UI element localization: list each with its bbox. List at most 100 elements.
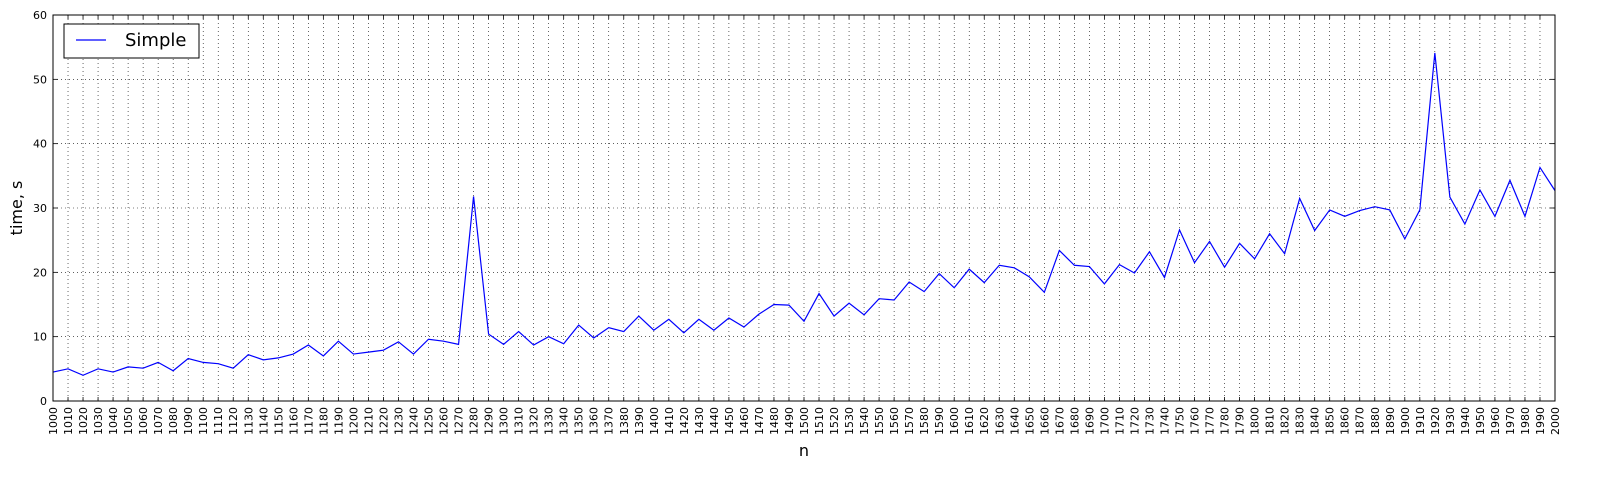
x-tick-label: 1580 [918, 407, 931, 435]
x-tick-label: 1760 [1189, 407, 1202, 435]
x-tick-label: 1110 [212, 407, 225, 435]
x-tick-label: 1670 [1053, 407, 1066, 435]
x-tick-label: 1950 [1474, 407, 1487, 435]
x-tick-label: 1900 [1399, 407, 1412, 435]
x-tick-label: 1010 [62, 407, 75, 435]
x-axis-label: n [799, 441, 809, 460]
x-tick-label: 1080 [167, 407, 180, 435]
x-tick-label: 1290 [483, 407, 496, 435]
x-tick-label: 1810 [1264, 407, 1277, 435]
x-tick-label: 1330 [543, 407, 556, 435]
x-tick-label: 1520 [828, 407, 841, 435]
x-tick-label: 1980 [1519, 407, 1532, 435]
x-tick-label: 1400 [648, 407, 661, 435]
x-tick-label: 1770 [1204, 407, 1217, 435]
x-tick-label: 1640 [1008, 407, 1021, 435]
legend: Simple [63, 23, 200, 59]
x-tick-labels: 1000 1010 1020 1030 1040 1050 1060 1070 1080 1090… [47, 407, 1562, 435]
x-tick-label: 1070 [152, 407, 165, 435]
x-tick-label: 1030 [92, 407, 105, 435]
x-tick-label: 1930 [1444, 407, 1457, 435]
x-tick-label: 1200 [347, 407, 360, 435]
x-tick-label: 1100 [197, 407, 210, 435]
x-tick-label: 1740 [1158, 407, 1171, 435]
x-tick-label: 1350 [573, 407, 586, 435]
legend-box [63, 23, 200, 59]
x-tick-label: 1050 [122, 407, 135, 435]
x-tick-label: 1650 [1023, 407, 1036, 435]
x-tick-label: 1630 [993, 407, 1006, 435]
x-tick-label: 1040 [107, 407, 120, 435]
x-tick-label: 1220 [377, 407, 390, 435]
y-tick-label: 60 [33, 9, 47, 22]
legend-label-simple: Simple [125, 30, 186, 51]
x-tick-label: 1280 [468, 407, 481, 435]
x-tick-label: 1130 [242, 407, 255, 435]
x-tick-label: 1300 [498, 407, 511, 435]
x-tick-label: 1450 [723, 407, 736, 435]
x-tick-label: 1440 [708, 407, 721, 435]
x-tick-label: 1660 [1038, 407, 1051, 435]
x-tick-label: 1380 [618, 407, 631, 435]
x-tick-label: 1820 [1279, 407, 1292, 435]
x-tick-label: 1840 [1309, 407, 1322, 435]
y-tick-label: 30 [33, 202, 47, 215]
x-tick-label: 1790 [1234, 407, 1247, 435]
x-tick-label: 1870 [1354, 407, 1367, 435]
x-tick-label: 1720 [1128, 407, 1141, 435]
x-tick-label: 1910 [1414, 407, 1427, 435]
x-tick-label: 1000 [47, 407, 60, 435]
x-tick-label: 1250 [423, 407, 436, 435]
x-tick-label: 1480 [768, 407, 781, 435]
x-tick-label: 1960 [1489, 407, 1502, 435]
x-tick-label: 1700 [1098, 407, 1111, 435]
y-tick-labels: 0 10 20 30 40 50 60 [33, 9, 47, 408]
x-tick-label: 1430 [693, 407, 706, 435]
x-tick-label: 1360 [588, 407, 601, 435]
y-tick-label: 20 [33, 266, 47, 279]
x-tick-label: 1410 [663, 407, 676, 435]
series-lines [52, 52, 1556, 376]
x-tick-label: 1370 [603, 407, 616, 435]
x-tick-label: 1860 [1339, 407, 1352, 435]
x-tick-label: 1420 [678, 407, 691, 435]
x-tick-label: 1230 [392, 407, 405, 435]
x-tick-label: 1190 [332, 407, 345, 435]
x-tick-label: 1780 [1219, 407, 1232, 435]
x-tick-label: 1560 [888, 407, 901, 435]
x-tick-label: 1310 [513, 407, 526, 435]
x-tick-label: 1880 [1369, 407, 1382, 435]
y-tick-label: 0 [40, 395, 47, 408]
x-tick-label: 1020 [77, 407, 90, 435]
x-tick-label: 1800 [1249, 407, 1262, 435]
x-tick-label: 1060 [137, 407, 150, 435]
y-axis-label: time, s [7, 181, 26, 236]
x-tick-label: 1550 [873, 407, 886, 435]
x-tick-label: 1970 [1504, 407, 1517, 435]
series-line-simple [52, 52, 1556, 376]
y-tick-label: 10 [33, 331, 47, 344]
y-tick-label: 40 [33, 138, 47, 151]
x-tick-label: 1710 [1113, 407, 1126, 435]
y-tick-label: 50 [33, 73, 47, 86]
x-tick-label: 1240 [407, 407, 420, 435]
x-tick-label: 1990 [1534, 407, 1547, 435]
x-tick-label: 1140 [257, 407, 270, 435]
x-tick-label: 1260 [438, 407, 451, 435]
x-tick-label: 1210 [362, 407, 375, 435]
x-tick-label: 1340 [558, 407, 571, 435]
x-tick-label: 1510 [813, 407, 826, 435]
x-tick-label: 1750 [1174, 407, 1187, 435]
x-tick-label: 1730 [1143, 407, 1156, 435]
x-tick-label: 1530 [843, 407, 856, 435]
x-tick-label: 1830 [1294, 407, 1307, 435]
x-tick-label: 1620 [978, 407, 991, 435]
x-tick-label: 1470 [753, 407, 766, 435]
axis-ticks [52, 14, 1556, 402]
x-tick-label: 1490 [783, 407, 796, 435]
grid-lines [52, 15, 1556, 401]
x-tick-label: 1850 [1324, 407, 1337, 435]
x-tick-label: 1500 [798, 407, 811, 435]
x-tick-label: 1940 [1459, 407, 1472, 435]
